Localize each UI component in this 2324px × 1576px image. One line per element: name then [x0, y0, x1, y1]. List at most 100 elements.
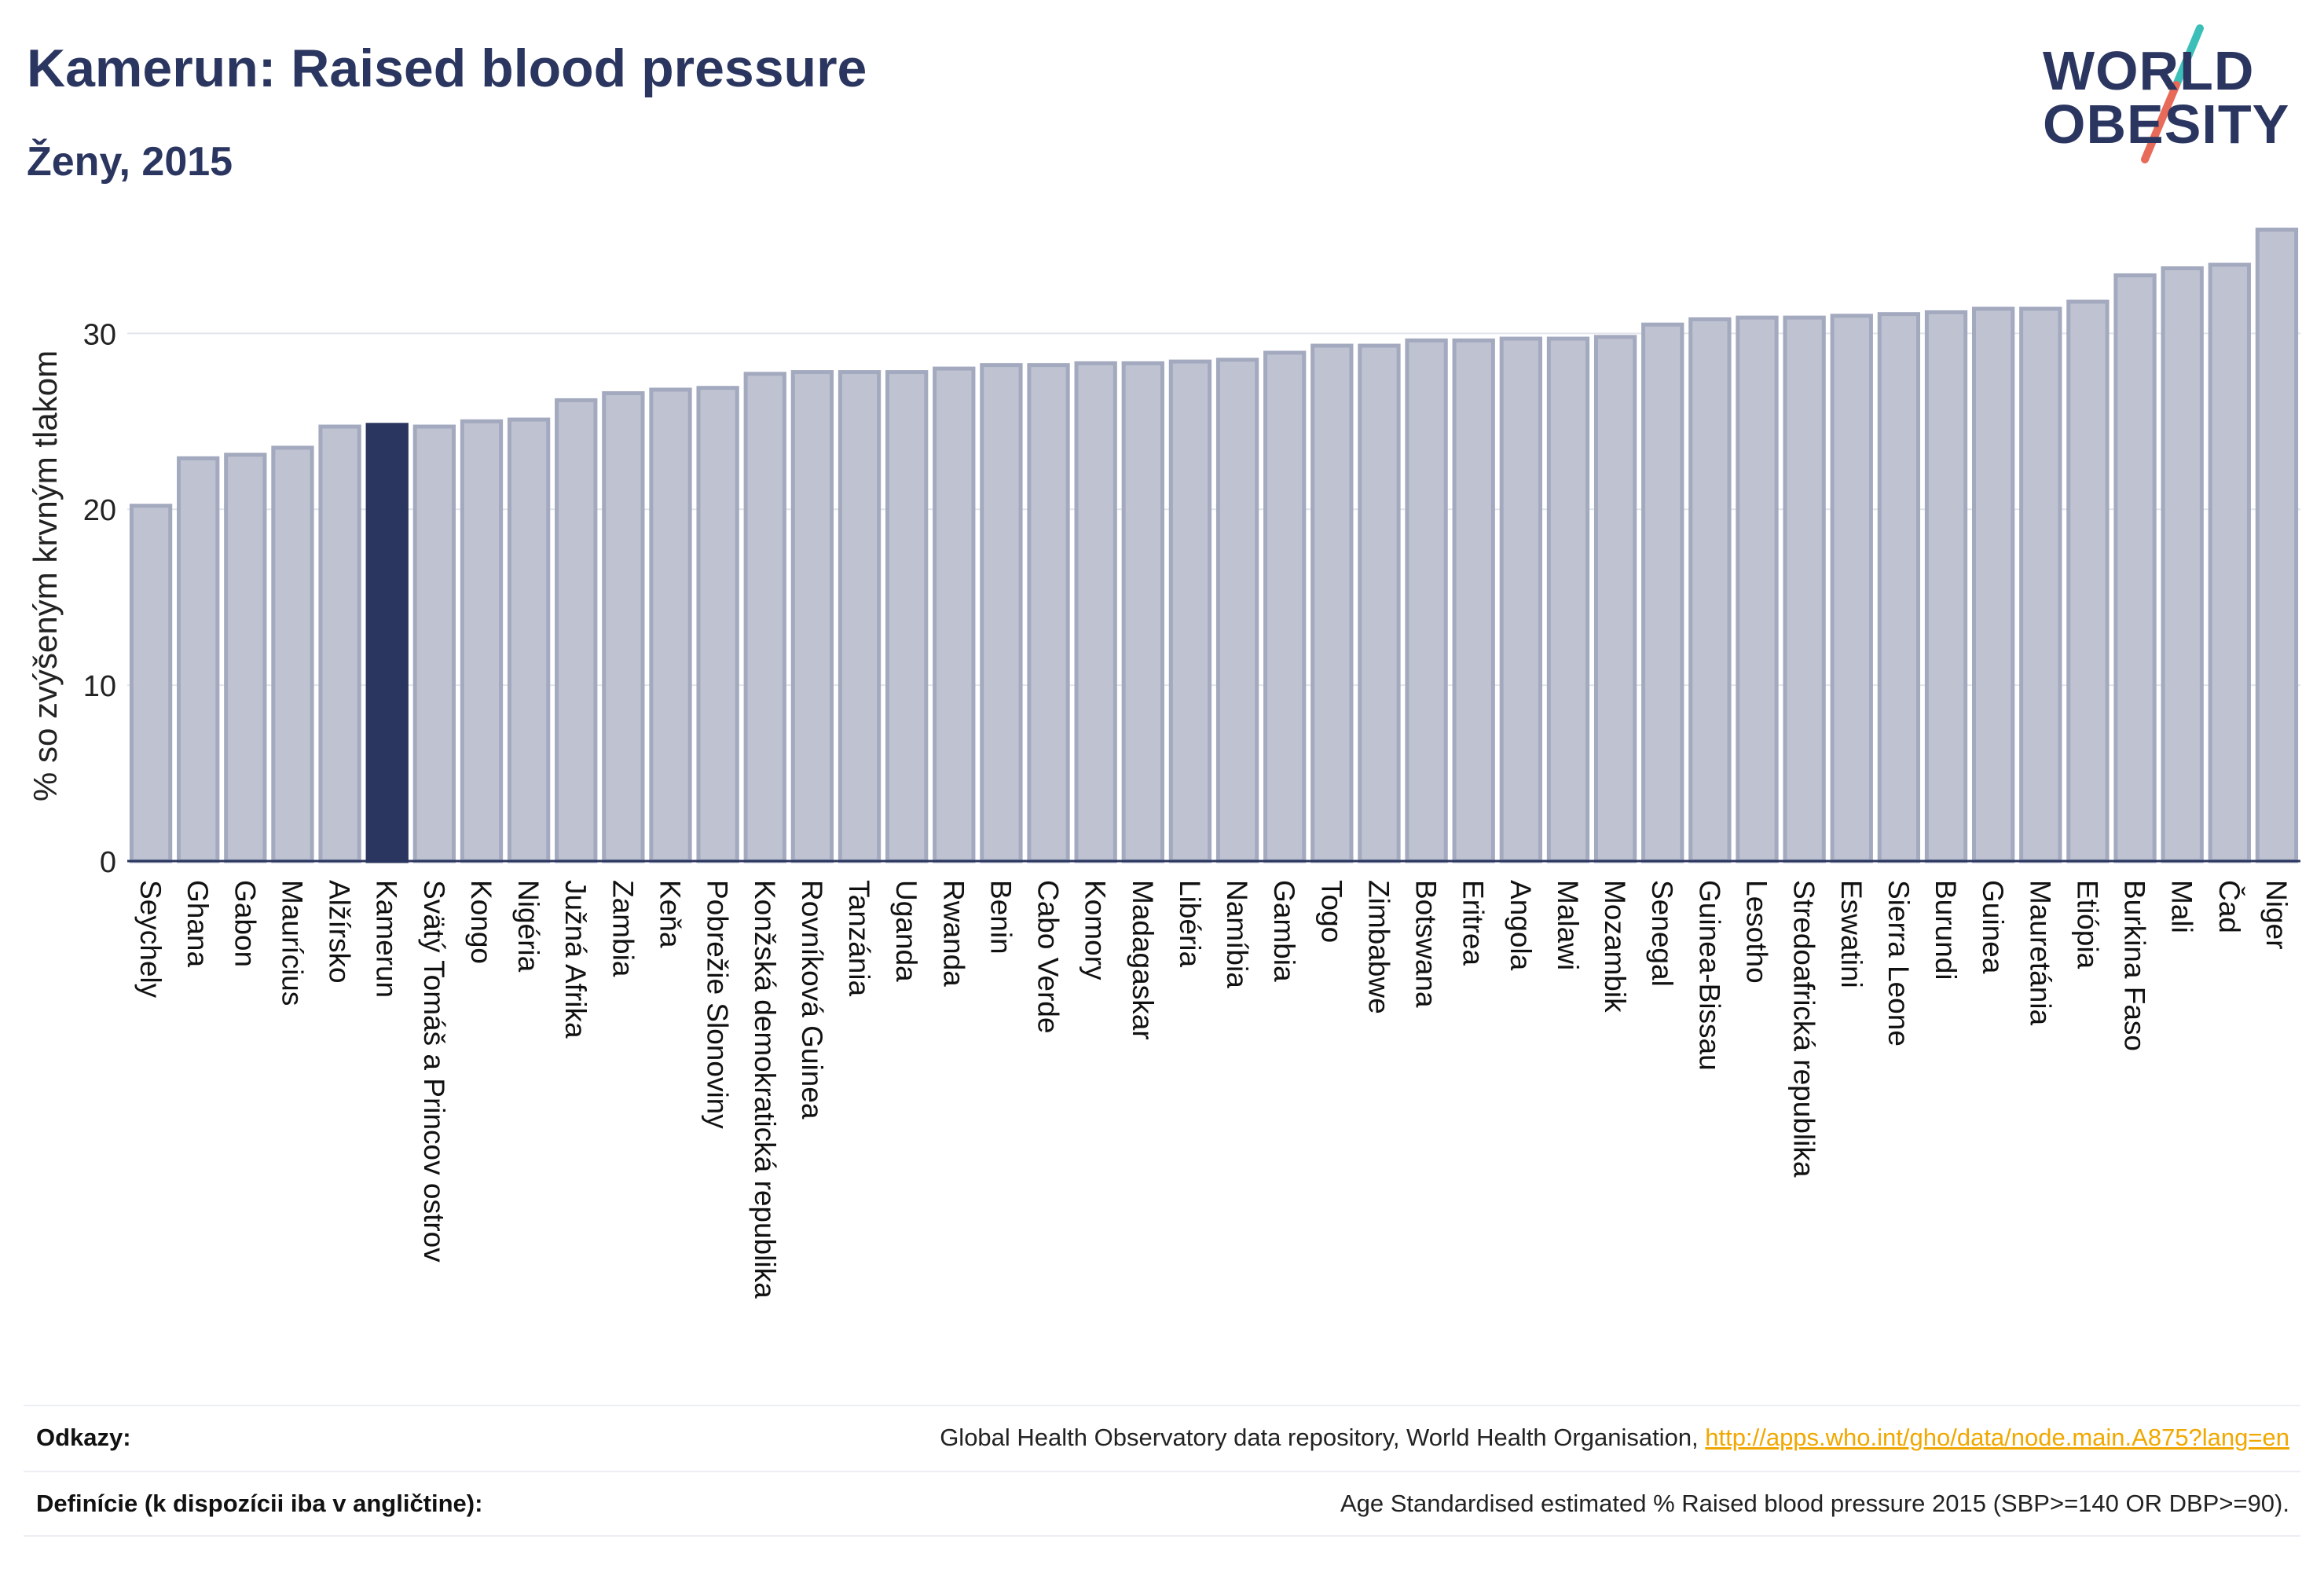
x-tick-label: Keňa: [654, 880, 687, 948]
x-tick-label: Benin: [984, 880, 1017, 955]
bar: [1830, 313, 1873, 863]
x-tick-label: Seychely: [134, 880, 167, 999]
bar: [743, 372, 786, 863]
bar: [2019, 306, 2062, 863]
x-tick-label: Rwanda: [937, 880, 970, 987]
x-tick-label: Zimbabwe: [1362, 880, 1395, 1014]
x-tick-label: Uganda: [890, 880, 922, 982]
bar: [1546, 336, 1590, 863]
bar: [1074, 361, 1117, 863]
chart-subtitle: Ženy, 2015: [27, 139, 233, 185]
x-tick-label: Angola: [1505, 880, 1537, 971]
chart-title: Kamerun: Raised blood pressure: [27, 38, 867, 98]
logo-text-world: WORLD: [2043, 40, 2255, 101]
x-tick-label: Nigéria: [512, 880, 544, 973]
bar: [507, 417, 551, 863]
bar: [1971, 306, 2015, 863]
logo-slash-icon: [2141, 24, 2204, 163]
x-tick-label: Maurícius: [276, 880, 308, 1006]
x-tick-label: Etiópia: [2071, 880, 2103, 969]
x-tick-label: Kongo: [465, 880, 497, 964]
y-tick-label: 30: [83, 318, 116, 351]
x-tick-label: Cabo Verde: [1032, 880, 1065, 1033]
x-tick-label: Libéria: [1174, 880, 1206, 967]
x-tick-label: Konžská demokratická republika: [749, 880, 781, 1299]
bar: [1783, 315, 1826, 863]
bar: [460, 419, 504, 863]
references-text: Global Health Observatory data repositor…: [940, 1424, 1706, 1451]
logo-text-obesity: OBESITY: [2043, 93, 2290, 155]
bar: [271, 445, 314, 863]
bar: [1121, 361, 1164, 863]
references-link[interactable]: http://apps.who.int/gho/data/node.main.A…: [1705, 1424, 2289, 1451]
x-tick-label: Mauretánia: [2024, 880, 2056, 1026]
x-tick-label: Ghana: [181, 880, 214, 968]
bar: [412, 424, 456, 863]
bar-chart: 0 10 20 30 % so zvýšeným krvným tlakom Seyche…: [27, 227, 2300, 1299]
x-tick-label: Namíbia: [1221, 880, 1253, 988]
x-tick-label: Gambia: [1268, 880, 1300, 982]
x-tick-label: Tanzánia: [843, 880, 875, 997]
x-tick-label: Eswatini: [1835, 880, 1868, 988]
bar: [1452, 338, 1495, 863]
definitions-row: Definície (k dispozícii iba v angličtine…: [24, 1471, 2300, 1537]
bar: [790, 370, 834, 863]
x-tick-label: Mozambik: [1599, 880, 1631, 1013]
bar: [555, 398, 598, 863]
bar: [2208, 262, 2251, 863]
bar: [224, 453, 267, 863]
x-tick-label: Malawi: [1552, 880, 1584, 970]
bar: [649, 387, 692, 863]
bar: [2066, 299, 2110, 863]
references-value: Global Health Observatory data repositor…: [940, 1424, 2289, 1452]
x-tick-label: Rovníková Guinea: [796, 880, 828, 1120]
bar: [1263, 350, 1307, 863]
x-tick-label: Botswana: [1410, 880, 1442, 1008]
x-tick-label: Niger: [2260, 880, 2293, 949]
x-tick-label: Zambia: [607, 880, 639, 977]
x-tick-label: Kamerun: [371, 880, 403, 998]
bar: [129, 504, 173, 863]
x-tick-label: Guinea-Bissau: [1693, 880, 1725, 1071]
x-tick-label: Komory: [1080, 880, 1112, 980]
x-tick-label: Burkina Faso: [2119, 880, 2151, 1051]
x-tick-label: Senegal: [1646, 880, 1678, 987]
x-tick-label: Pobrežie Slonoviny: [702, 880, 734, 1129]
x-tick-label: Stredoafrická republika: [1788, 880, 1820, 1178]
bar: [980, 363, 1023, 863]
y-axis-label: % so zvýšeným krvným tlakom: [27, 350, 64, 801]
x-tick-label: Gabon: [229, 880, 261, 967]
bar: [1688, 317, 1732, 863]
x-tick-label: Svätý Tomáš a Princov ostrov: [418, 880, 450, 1263]
references-row: Odkazy: Global Health Observatory data r…: [24, 1405, 2300, 1469]
y-tick-label: 20: [83, 494, 116, 527]
bar: [1736, 315, 1779, 863]
bar: [1405, 338, 1448, 863]
x-tick-label: Madagaskar: [1127, 880, 1159, 1040]
x-tick-label: Lesotho: [1741, 880, 1773, 984]
bar: [1310, 343, 1354, 863]
bar: [1027, 363, 1070, 863]
x-tick-label: Alžírsko: [324, 880, 356, 984]
bar: [1924, 310, 1968, 863]
bar: [1215, 357, 1259, 863]
bar: [2113, 273, 2157, 863]
bar: [1593, 335, 1637, 863]
bar: [177, 456, 220, 863]
x-tick-label: Mali: [2166, 880, 2198, 933]
bar: [1877, 312, 1921, 863]
bar: [1168, 359, 1212, 863]
bar: [696, 386, 739, 863]
definitions-value: Age Standardised estimated % Raised bloo…: [1340, 1490, 2289, 1517]
x-tick-label: Sierra Leone: [1882, 880, 1915, 1046]
bar: [2161, 266, 2204, 863]
x-tick-label: Južná Afrika: [559, 880, 592, 1039]
x-tick-label: Eritrea: [1457, 880, 1490, 966]
bar: [838, 370, 882, 863]
x-tick-label: Burundi: [1930, 880, 1962, 980]
bar: [2255, 227, 2299, 863]
bar: [1499, 336, 1543, 863]
x-tick-label: Guinea: [1977, 880, 2009, 974]
bar: [602, 390, 645, 863]
x-tick-label: Čad: [2213, 880, 2245, 933]
